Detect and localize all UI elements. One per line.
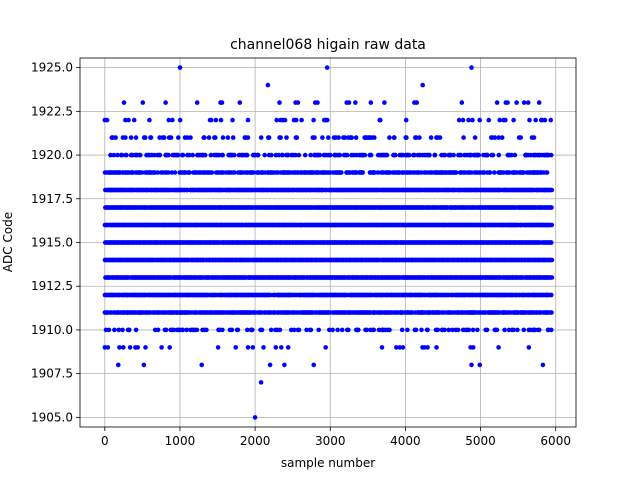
data-point [126, 327, 132, 333]
data-point [549, 187, 555, 193]
data-point [549, 310, 554, 315]
data-point [393, 152, 398, 158]
data-point [328, 152, 333, 158]
data-point [490, 152, 496, 158]
data-point [112, 327, 117, 333]
data-point [427, 152, 432, 158]
data-point [512, 152, 518, 158]
data-point [244, 152, 250, 158]
data-point [175, 152, 181, 158]
data-point [155, 327, 161, 333]
data-point [106, 327, 112, 333]
data-points [102, 65, 555, 420]
data-point [202, 152, 208, 158]
data-point [190, 152, 195, 158]
data-point [157, 152, 163, 158]
data-point [124, 152, 129, 158]
data-point [432, 152, 438, 158]
data-point [344, 152, 350, 158]
data-point [549, 240, 554, 245]
data-point [496, 152, 502, 158]
data-point [548, 152, 554, 158]
data-point [485, 152, 490, 158]
data-point [384, 152, 390, 158]
data-point [549, 275, 555, 280]
data-point [549, 292, 554, 298]
data-point [138, 152, 143, 158]
data-point [133, 327, 139, 333]
data-point [544, 170, 550, 175]
data-point [172, 170, 178, 175]
data-point [487, 170, 493, 175]
data-point [187, 170, 192, 175]
data-point [220, 152, 225, 158]
data-point [362, 152, 368, 158]
data-point [337, 152, 343, 158]
data-point [476, 152, 482, 158]
data-point [209, 170, 215, 175]
data-point [368, 152, 374, 158]
data-point [269, 152, 274, 158]
data-point [453, 170, 459, 175]
data-point [360, 170, 366, 175]
data-point [120, 327, 125, 333]
data-point [296, 152, 302, 158]
data-point [339, 170, 344, 175]
data-point [232, 152, 237, 158]
data-point [492, 170, 497, 175]
data-point [262, 152, 268, 158]
data-point [549, 257, 555, 263]
data-point [549, 205, 554, 210]
data-point [317, 152, 323, 158]
data-point [302, 152, 308, 158]
data-point [166, 152, 171, 158]
data-point [180, 152, 186, 158]
data-point [406, 152, 412, 158]
data-point [255, 152, 261, 158]
data-point [451, 152, 456, 158]
data-point [549, 222, 555, 228]
